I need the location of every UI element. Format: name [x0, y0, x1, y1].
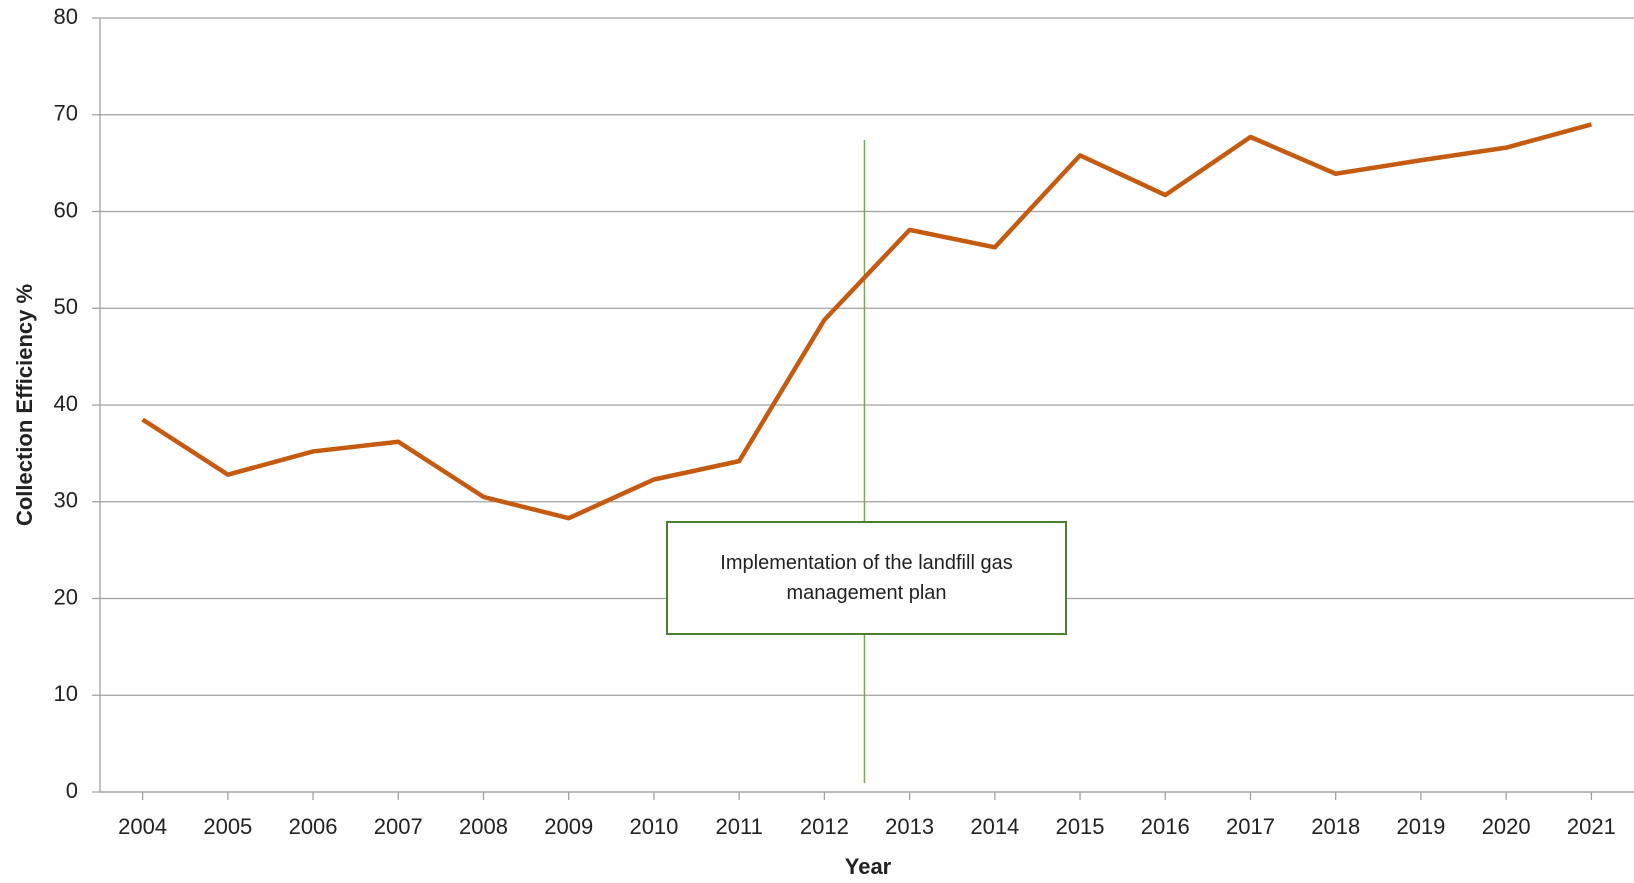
x-tick-label: 2020 — [1482, 814, 1531, 839]
x-tick-label: 2011 — [716, 814, 763, 839]
x-tick-label: 2004 — [118, 814, 167, 839]
annotation: Implementation of the landfill gas manag… — [666, 521, 1067, 635]
x-axis-label: Year — [845, 854, 892, 879]
x-tick-label: 2021 — [1567, 814, 1616, 839]
x-tick-label: 2007 — [374, 814, 423, 839]
y-axis-label: Collection Efficiency % — [12, 284, 37, 526]
x-tick-label: 2014 — [970, 814, 1019, 839]
x-tick-label: 2008 — [459, 814, 508, 839]
x-tick-label: 2019 — [1396, 814, 1445, 839]
x-tick-label: 2013 — [885, 814, 934, 839]
y-tick-label: 20 — [54, 584, 78, 609]
x-tick-label: 2005 — [203, 814, 252, 839]
y-tick-label: 70 — [54, 101, 78, 126]
x-tick-label: 2010 — [629, 814, 678, 839]
y-tick-label: 10 — [54, 681, 78, 706]
x-tick-label: 2015 — [1056, 814, 1105, 839]
x-tick-label: 2012 — [800, 814, 849, 839]
x-tick-label: 2018 — [1311, 814, 1360, 839]
x-tick-label: 2016 — [1141, 814, 1190, 839]
y-tick-label: 50 — [54, 294, 78, 319]
x-tick-label: 2009 — [544, 814, 593, 839]
y-tick-label: 60 — [54, 197, 78, 222]
y-tick-label: 40 — [54, 391, 78, 416]
data-line — [141, 122, 1592, 521]
x-tick-label: 2017 — [1226, 814, 1275, 839]
y-tick-label: 0 — [66, 778, 78, 803]
x-tick-label: 2006 — [289, 814, 338, 839]
y-tick-label: 80 — [54, 4, 78, 29]
y-tick-label: 30 — [54, 488, 78, 513]
